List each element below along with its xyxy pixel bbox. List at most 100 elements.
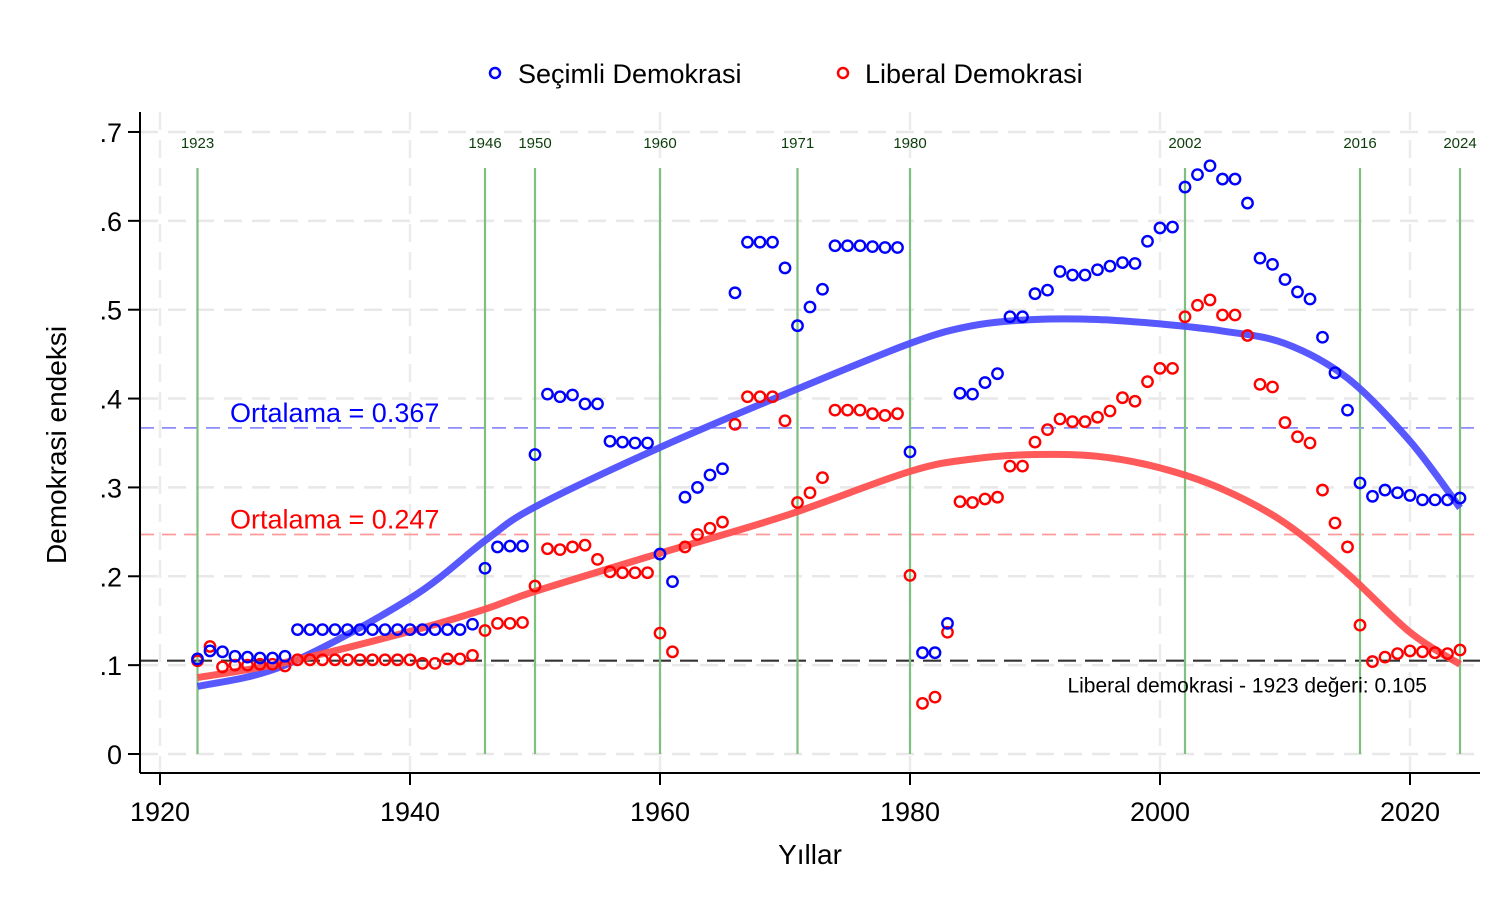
point-secimli <box>791 319 804 333</box>
point-liberal <box>1053 412 1067 426</box>
point-liberal <box>791 496 804 509</box>
point-secimli <box>466 617 479 631</box>
point-liberal <box>1216 308 1229 322</box>
point-secimli <box>1266 257 1279 271</box>
point-liberal <box>1228 308 1242 322</box>
point-secimli <box>753 235 767 249</box>
point-secimli <box>1203 159 1217 173</box>
point-liberal <box>253 657 267 671</box>
legend-marker-liberal <box>836 66 850 80</box>
point-liberal <box>1116 391 1129 405</box>
point-secimli <box>303 623 317 636</box>
point-liberal <box>241 658 254 672</box>
point-liberal <box>466 648 479 662</box>
point-secimli <box>903 445 917 459</box>
point-liberal <box>503 616 517 630</box>
point-liberal <box>1353 618 1367 632</box>
fit-lines <box>196 315 1463 690</box>
point-secimli <box>953 386 967 400</box>
point-liberal <box>1403 644 1417 658</box>
point-secimli <box>253 651 267 665</box>
point-liberal <box>941 625 954 639</box>
point-liberal <box>628 566 642 580</box>
point-liberal <box>803 486 817 500</box>
point-liberal <box>203 640 217 653</box>
reference-lines <box>140 426 1480 662</box>
point-liberal <box>228 658 242 672</box>
point-liberal <box>453 652 467 666</box>
point-secimli <box>453 623 467 636</box>
point-secimli <box>341 623 354 636</box>
point-liberal <box>541 542 554 556</box>
point-secimli <box>378 623 392 636</box>
point-secimli <box>1328 366 1342 380</box>
y-tick-label: .2 <box>99 562 122 592</box>
y-tick-label: .1 <box>99 651 122 681</box>
point-secimli <box>1128 257 1142 270</box>
point-secimli <box>416 623 429 636</box>
point-secimli <box>1016 310 1029 324</box>
point-secimli <box>603 434 617 448</box>
point-secimli <box>528 448 542 461</box>
y-tick-label: .3 <box>99 473 122 503</box>
point-liberal <box>1128 394 1142 408</box>
legend: Seçimli Demokrasi Liberal Demokrasi <box>488 59 1083 89</box>
point-liberal <box>816 471 829 485</box>
point-secimli <box>878 241 892 254</box>
point-secimli <box>1141 234 1154 248</box>
x-tick-label: 2020 <box>1380 797 1440 827</box>
point-secimli <box>666 575 679 589</box>
point-liberal <box>391 653 404 667</box>
point-liberal <box>1066 415 1079 429</box>
point-secimli <box>566 388 579 402</box>
point-liberal <box>891 407 904 421</box>
point-secimli <box>766 235 779 249</box>
x-tick-label: 1980 <box>880 797 940 827</box>
point-secimli <box>1191 168 1204 182</box>
point-liberal <box>878 409 892 422</box>
point-liberal <box>1103 404 1117 418</box>
point-secimli <box>653 547 667 561</box>
point-secimli <box>1228 172 1242 186</box>
point-liberal <box>291 653 304 667</box>
y-axis-title: Demokrasi endeksi <box>41 326 72 564</box>
point-liberal <box>1341 540 1354 554</box>
point-secimli <box>1028 287 1042 301</box>
point-liberal <box>1266 380 1279 394</box>
point-secimli <box>966 387 979 401</box>
point-secimli <box>203 644 217 658</box>
event-label: 2002 <box>1168 135 1201 152</box>
point-secimli <box>778 261 792 275</box>
point-liberal <box>1041 423 1054 437</box>
point-secimli <box>266 651 279 665</box>
point-liberal <box>1316 483 1329 497</box>
y-tick-label: .4 <box>99 385 122 415</box>
point-liberal <box>1191 298 1204 312</box>
point-liberal <box>341 653 354 667</box>
point-liberal <box>1241 329 1254 342</box>
point-secimli <box>553 390 567 404</box>
point-liberal <box>1141 375 1154 389</box>
point-liberal <box>978 492 992 506</box>
point-secimli <box>228 649 242 663</box>
point-liberal <box>353 653 367 667</box>
point-liberal <box>1178 310 1192 324</box>
point-liberal <box>841 403 854 417</box>
point-liberal <box>991 490 1004 504</box>
point-secimli <box>828 239 842 253</box>
event-label: 1946 <box>468 135 501 152</box>
point-liberal <box>616 566 629 580</box>
event-label: 1950 <box>518 135 551 152</box>
point-secimli <box>703 468 717 482</box>
point-secimli <box>641 436 654 450</box>
point-secimli <box>541 387 554 401</box>
x-tick-label: 2000 <box>1130 797 1190 827</box>
fit-line-liberal <box>196 450 1462 682</box>
point-liberal <box>1453 643 1467 657</box>
point-secimli <box>916 646 929 660</box>
point-liberal <box>1428 646 1442 660</box>
point-liberal <box>1153 361 1167 375</box>
point-liberal <box>566 540 579 554</box>
point-secimli <box>503 539 517 553</box>
point-liberal <box>641 566 654 580</box>
